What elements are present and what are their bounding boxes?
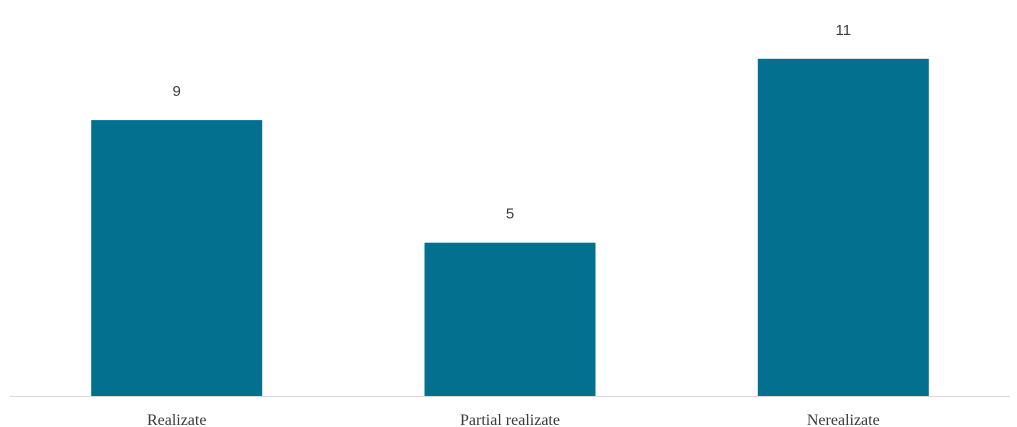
value-labels-group: 9 5 11 [173, 22, 852, 223]
x-tick-labels-group: Realizate Partial realizate Nerealizate [147, 412, 880, 427]
data-label-0: 9 [173, 83, 181, 100]
x-tick-label-2: Nerealizate [807, 412, 880, 427]
x-tick-label-0: Realizate [147, 412, 207, 427]
bars-group [91, 58, 929, 397]
bar-0 [91, 120, 263, 396]
data-label-2: 11 [836, 22, 852, 39]
bar-1 [424, 242, 596, 396]
bar-2 [757, 58, 929, 397]
x-tick-label-1: Partial realizate [460, 412, 560, 427]
data-label-1: 5 [506, 206, 514, 223]
